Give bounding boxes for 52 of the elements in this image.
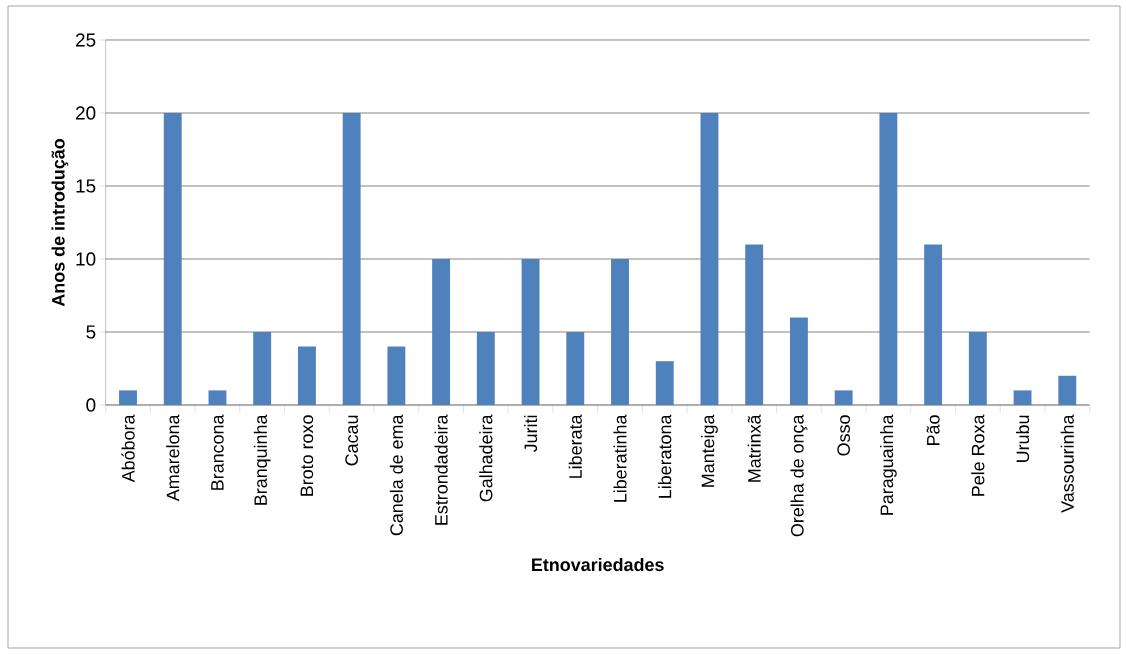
bar [208,390,227,405]
bar [432,258,451,405]
x-tick-label: Manteiga [701,414,718,487]
y-tick-label: 0 [86,398,96,412]
x-tick-label: Paraguainha [880,414,897,515]
bar [655,361,674,405]
y-tick-label: 5 [86,325,96,339]
x-axis-title: Etnovariedades [532,557,664,572]
x-tick-label: Canela de ema [389,414,403,536]
x-tick-label: Broto roxo [300,415,314,496]
bar [297,346,316,405]
bar [1058,375,1077,405]
bar [1013,390,1032,405]
bar [700,112,719,405]
x-tick-label: Galhadeira [479,414,493,502]
bar [924,244,943,405]
bar [566,331,585,405]
bar [968,331,987,405]
bar [342,112,361,405]
bar [789,317,808,405]
y-tick-label: 10 [76,252,96,266]
x-tick-label: Orelha de onça [790,414,808,537]
x-tick-label: Cacau [345,415,358,466]
y-tick-label: 15 [76,179,96,193]
x-tick-label: Matrinxã [747,414,761,482]
x-tick-label: Amarelona [166,414,180,502]
x-tick-label: Pão [926,415,940,445]
x-tick-label: Vassourinha [1060,414,1074,513]
y-axis-title: Anos de introdução [51,139,69,307]
x-tick-label: Liberatona [658,414,672,498]
y-tick-label: 25 [76,33,96,47]
x-tick-label: Brancona [211,414,224,490]
bar [476,331,495,405]
x-tick-label: Osso [837,415,850,456]
bar [611,258,629,405]
x-tick-label: Liberata [568,414,582,478]
x-tick-label: Liberatinha [613,414,627,502]
bar [521,258,540,405]
x-tick-label: Abóbora [121,414,135,483]
bar [163,112,182,405]
bar [834,390,853,405]
bar [745,244,764,405]
x-tick-label: Branquinha [253,414,271,505]
x-tick-label: Pele Roxa [971,414,985,496]
bar [253,331,272,405]
x-tick-label: Juriti [523,415,538,453]
bar [879,112,898,405]
x-tick-label: Estrondadeira [434,414,448,525]
y-tick-label: 20 [76,106,96,120]
bar [387,346,406,405]
x-tick-label: Urubu [1015,415,1030,462]
bar [119,390,137,405]
